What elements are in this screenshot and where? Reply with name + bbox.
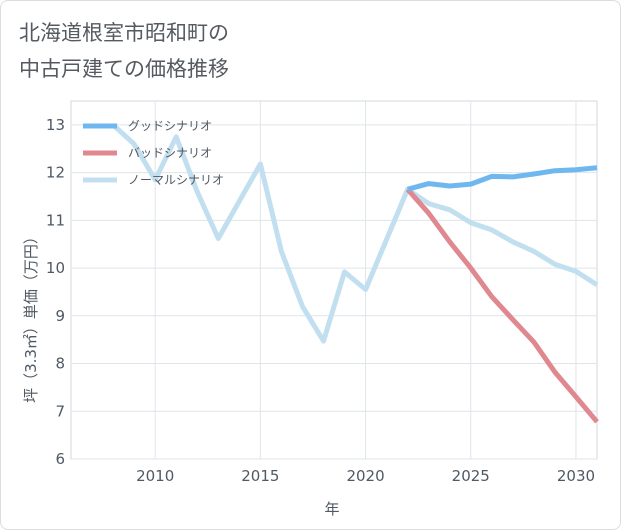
y-tick-label: 8: [55, 355, 65, 373]
series-line-2: [111, 123, 599, 344]
y-tick-label: 13: [46, 116, 65, 134]
tick-layer: 2010 2015 2020 2025 2030 6 7 8 9 10 11 12 13: [46, 116, 595, 485]
series-line-0: [406, 165, 598, 192]
x-tick-label: 2030: [557, 467, 595, 485]
y-axis-title: 坪（3.3㎡）単価（万円）: [22, 229, 40, 403]
chart-title-line1: 北海道根室市昭和町の: [19, 21, 229, 45]
x-axis-title: 年: [324, 500, 339, 518]
series-line-1: [405, 187, 599, 424]
y-tick-label: 6: [55, 450, 65, 468]
legend-label: バッドシナリオ: [128, 146, 212, 160]
y-tick-label: 10: [46, 259, 65, 277]
series-layer: [111, 123, 599, 424]
y-tick-label: 9: [55, 307, 65, 325]
y-tick-label: 11: [46, 211, 65, 229]
chart-title-line2: 中古戸建ての価格推移: [19, 57, 229, 81]
y-tick-label: 7: [55, 402, 65, 420]
legend-label: グッドシナリオ: [128, 119, 212, 133]
legend-label: ノーマルシナリオ: [128, 173, 224, 187]
x-tick-label: 2010: [136, 467, 174, 485]
x-tick-label: 2025: [452, 467, 490, 485]
x-tick-label: 2015: [241, 467, 279, 485]
x-tick-label: 2020: [346, 467, 384, 485]
y-tick-label: 12: [46, 164, 65, 182]
chart-title: 北海道根室市昭和町の 中古戸建ての価格推移: [19, 15, 229, 87]
